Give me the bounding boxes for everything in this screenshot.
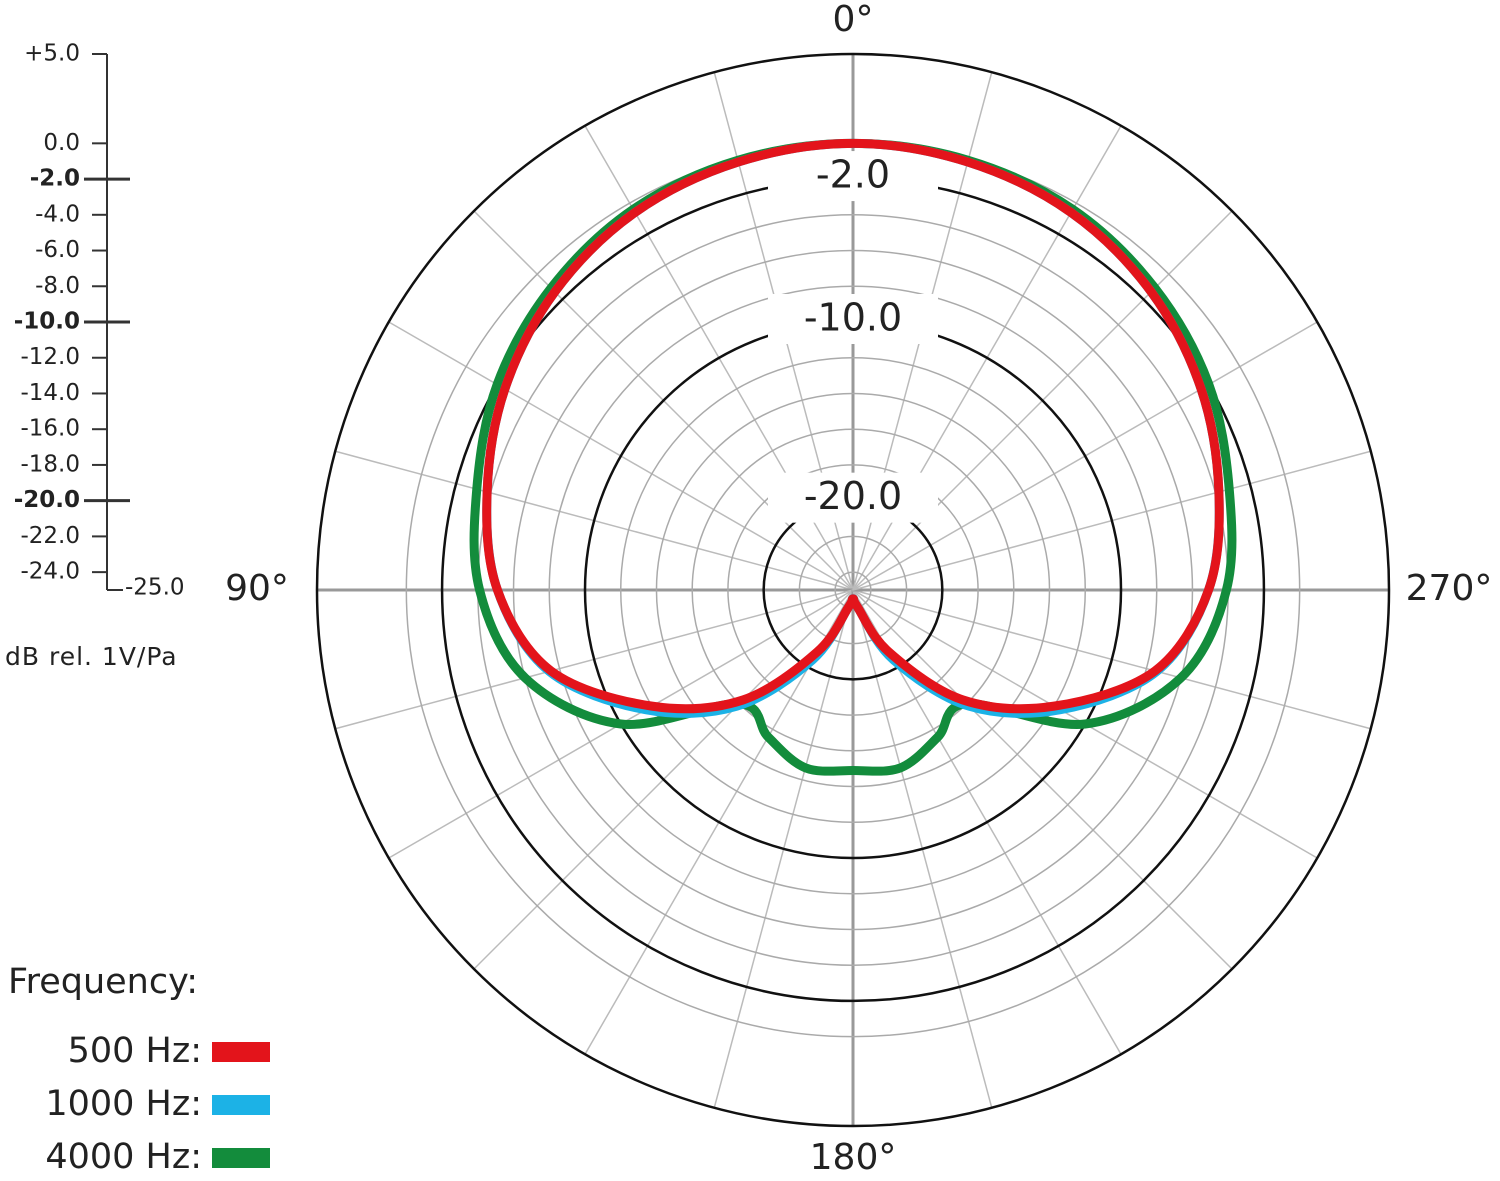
ring-label: -2.0: [816, 153, 890, 197]
y-tick-label: -2.0: [30, 166, 80, 192]
y-tick-label: -16.0: [20, 416, 80, 442]
y-tick-label: +5.0: [24, 41, 80, 67]
grid-ring: [655, 392, 1051, 788]
y-axis-label: dB rel. 1V/Pa: [5, 642, 178, 671]
y-tick-label: -4.0: [35, 201, 80, 227]
y-tick-label: -24.0: [20, 559, 80, 585]
ring-label-bg: [768, 472, 938, 523]
legend-swatch: [212, 1095, 270, 1115]
ring-label: -10.0: [804, 296, 902, 340]
ring-label-bg: [768, 294, 938, 344]
legend-swatch: [212, 1042, 270, 1062]
y-tick-label: -6.0: [35, 237, 80, 263]
y-tick-label: -8.0: [35, 273, 80, 299]
polar-curve: [482, 138, 1224, 714]
angle-label: 270°: [1406, 568, 1493, 609]
legend-label: 4000 Hz:: [45, 1137, 202, 1177]
grid-ring: [619, 356, 1087, 824]
legend-label: 1000 Hz:: [45, 1084, 202, 1124]
grid-ring: [691, 428, 1015, 752]
angle-label: 0°: [833, 0, 874, 40]
y-tick-label: -10.0: [14, 309, 80, 335]
angle-label: 180°: [810, 1137, 897, 1178]
polar-curve: [469, 138, 1237, 776]
legend-title: Frequency:: [8, 962, 198, 1002]
ring-label: -20.0: [804, 474, 902, 518]
grid-ring: [512, 249, 1194, 931]
y-tick-label: 0.0: [43, 130, 80, 156]
y-tick-label: -14.0: [20, 380, 80, 406]
legend-label: 500 Hz:: [68, 1031, 202, 1071]
y-tick-label: -25.0: [125, 575, 185, 601]
grid-ring: [727, 464, 979, 716]
y-tick-label: -12.0: [20, 344, 80, 370]
grid-ring: [798, 535, 908, 645]
y-tick-label: -22.0: [20, 523, 80, 549]
y-tick-label: -20.0: [14, 487, 80, 513]
y-tick-label: -18.0: [20, 451, 80, 477]
grid-ring: [548, 285, 1158, 895]
legend-swatch: [212, 1148, 270, 1168]
angle-label: 90°: [225, 568, 289, 609]
major-ring: [315, 52, 1391, 1128]
ring-label-bg: [768, 151, 938, 202]
